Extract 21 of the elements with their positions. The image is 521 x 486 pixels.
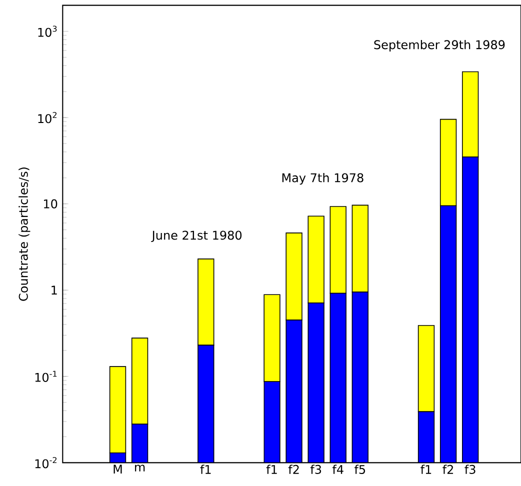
x-tick-label: f2 xyxy=(442,464,454,474)
x-tick-label: f4 xyxy=(332,464,344,474)
y-tick-label: 1 xyxy=(52,286,57,294)
x-tick-label: f2 xyxy=(288,464,299,474)
annotation: May 7th 1978 xyxy=(282,173,364,185)
x-tick-label: f3 xyxy=(464,464,476,474)
annotation: June 21st 1980 xyxy=(151,230,242,242)
y-tick-label: 10$^{3}$ xyxy=(38,26,57,37)
y-tick-label: 10 xyxy=(44,199,58,208)
x-tick-label: f1 xyxy=(200,464,211,474)
x-tick-label: f5 xyxy=(354,464,366,474)
y-tick-label: 10$^{2}$ xyxy=(38,112,56,124)
y-tick-label: 10$^{-2}$ xyxy=(35,457,56,468)
y-tick-label: 10$^{-1}$ xyxy=(35,370,57,382)
annotation: September 29th 1989 xyxy=(374,40,505,52)
y-axis-title: Countrate (particles/s) xyxy=(18,168,30,301)
x-tick-label: f1 xyxy=(420,464,432,474)
x-tick-label: f1 xyxy=(266,464,277,474)
x-tick-label: m xyxy=(135,464,145,472)
x-tick-label: f3 xyxy=(310,464,322,474)
x-tick-label: M xyxy=(114,464,122,474)
